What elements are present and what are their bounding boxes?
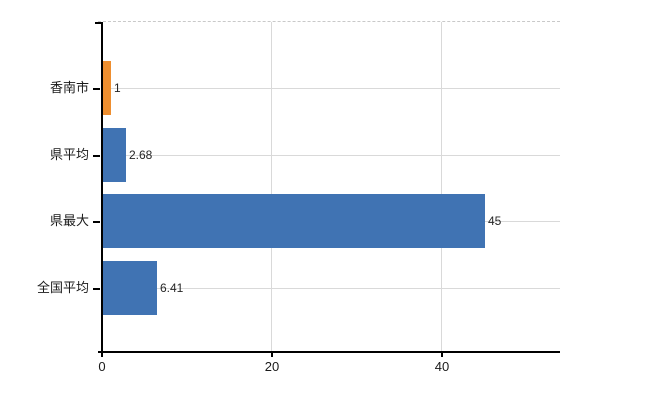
category-label-0: 香南市 — [49, 80, 89, 95]
h-gridline-1 — [102, 155, 560, 156]
y-tick-3 — [93, 288, 100, 290]
category-label-2: 県最大 — [49, 213, 89, 228]
y-tick-1 — [93, 155, 100, 157]
bar-row-3 — [103, 261, 157, 315]
value-label-3: 6.41 — [160, 281, 184, 295]
v-gridline-20 — [271, 22, 272, 352]
category-label-3: 全国平均 — [36, 280, 89, 295]
value-label-2: 45 — [488, 214, 502, 228]
x-tick-40 — [441, 353, 443, 357]
x-axis-line — [98, 351, 560, 353]
x-tick-20 — [271, 353, 273, 357]
plot-top-border — [98, 21, 560, 22]
y-tick-2 — [93, 221, 100, 223]
x-tick-label-40: 40 — [434, 359, 450, 374]
h-gridline-0 — [102, 88, 560, 89]
category-label-1: 県平均 — [49, 147, 89, 162]
value-label-1: 2.68 — [129, 148, 153, 162]
bar-row-1 — [103, 128, 126, 182]
x-tick-label-0: 0 — [98, 359, 106, 374]
bar-row-2 — [103, 194, 485, 248]
x-tick-label-20: 20 — [264, 359, 280, 374]
bar-row-0 — [103, 61, 111, 115]
value-label-0: 1 — [114, 81, 121, 95]
v-gridline-40 — [441, 22, 442, 352]
y-tick-0 — [93, 88, 100, 90]
h-gridline-3 — [102, 288, 560, 289]
y-axis-line — [101, 22, 103, 357]
y-axis-top-tick — [95, 22, 103, 24]
